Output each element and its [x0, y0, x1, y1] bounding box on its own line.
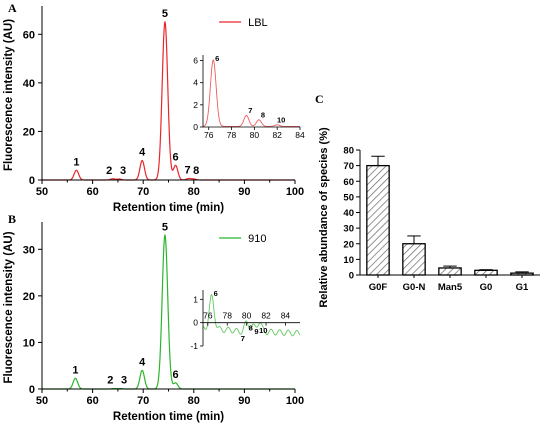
x-tick-label: 100: [286, 395, 304, 407]
y-tick-label: 20: [23, 291, 35, 303]
bar-G0-N: [402, 243, 426, 276]
bar-G0: [474, 269, 498, 276]
panel-label: B: [8, 212, 16, 226]
x-tick-label: 80: [188, 395, 200, 407]
panel-label: A: [8, 1, 17, 15]
bar-G1: [510, 272, 534, 276]
inset-y-tick-label: 1: [193, 294, 198, 304]
x-tick-label: 90: [238, 395, 250, 407]
peak-label-6: 6: [173, 151, 179, 163]
y-tick-label: 60: [343, 177, 354, 188]
x-tick-label: 70: [137, 395, 149, 407]
peak-label-2: 2: [106, 165, 112, 177]
y-tick-label: 0: [29, 175, 35, 187]
inset-x-tick-label: 78: [223, 311, 233, 321]
inset-y-tick-label: 4: [193, 78, 198, 88]
bar-G0F: [366, 164, 390, 276]
y-tick-label: 20: [343, 239, 354, 250]
y-tick-label: 40: [343, 208, 354, 219]
peak-label-3: 3: [120, 165, 126, 177]
inset-x-tick-label: 76: [204, 130, 214, 140]
inset-x-tick-label: 82: [272, 130, 282, 140]
inset-peak-label-10: 10: [259, 326, 267, 335]
y-tick-label: 10: [23, 337, 35, 349]
inset-a: 76 78 80 82 84 0 2 4 6 6 7 8 10: [193, 54, 305, 140]
peak-label-2: 2: [107, 375, 113, 387]
y-tick-label: 0: [29, 384, 35, 396]
x-tick-label: G0-N: [403, 282, 426, 293]
inset-x-tick-label: 82: [261, 311, 271, 321]
inset-y-tick-label: 0: [193, 122, 198, 132]
inset-x-tick-label: 80: [242, 311, 252, 321]
y-axis-label: Fluorescence intensity (AU): [3, 231, 15, 383]
x-axis-label: Retention time (min): [113, 202, 224, 214]
trace-910: [42, 233, 295, 390]
inset-y-tick-label: 0: [193, 318, 198, 328]
x-tick-label: G0F: [369, 282, 388, 293]
inset-peak-label-6: 6: [215, 54, 219, 63]
y-tick-label: 30: [343, 224, 354, 235]
x-tick-label: 60: [86, 395, 98, 407]
inset-x-tick-label: 76: [203, 311, 213, 321]
inset-peak-label-7: 7: [248, 106, 252, 115]
x-tick-label: Man5: [438, 282, 463, 293]
inset-x-tick-label: 78: [227, 130, 237, 140]
inset-y-tick-label: -1: [190, 341, 198, 351]
legend-label: 910: [248, 233, 266, 245]
y-tick-label: 10: [343, 255, 354, 266]
peak-label-3: 3: [121, 375, 127, 387]
peak-label-4: 4: [139, 147, 146, 159]
y-axis-label: Fluorescence intensity (AU): [3, 19, 15, 171]
peak-label-5: 5: [162, 221, 168, 233]
panel-label: C: [315, 92, 324, 106]
inset-y-tick-label: 6: [193, 56, 198, 66]
legend-label: LBL: [248, 17, 268, 29]
inset-peak-label-10: 10: [277, 115, 285, 124]
trace-LBL: [42, 20, 295, 181]
x-tick-label: 70: [137, 186, 149, 198]
y-axis-label: Relative abundance of species (%): [318, 127, 330, 308]
inset-x-tick-label: 80: [250, 130, 260, 140]
inset-x-tick-label: 84: [281, 311, 291, 321]
peak-label-5: 5: [162, 8, 168, 20]
y-tick-label: 30: [23, 244, 35, 256]
x-tick-label: 80: [188, 186, 200, 198]
inset-y-tick-label: 2: [193, 100, 198, 110]
y-tick-label: 80: [343, 146, 354, 157]
y-tick-label: 20: [23, 126, 35, 138]
y-tick-label: 70: [343, 161, 354, 172]
y-tick-label: 50: [343, 192, 354, 203]
bar-Man5: [438, 267, 462, 276]
x-tick-label: G0: [480, 282, 493, 293]
x-tick-label: 50: [36, 186, 48, 198]
peak-label-7: 7: [184, 164, 190, 176]
inset-peak-label-9: 9: [254, 327, 258, 336]
inset-trace: [202, 294, 301, 337]
peak-label-4: 4: [139, 356, 146, 368]
peak-label-8: 8: [193, 165, 199, 177]
peak-label-1: 1: [72, 364, 78, 376]
inset-peak-label-6: 6: [214, 289, 218, 298]
x-tick-label: 100: [286, 186, 304, 198]
panel-c: 0 10 20 30 40 50 60 70 80 G0F G0-N Man5 G0 G1 Relative…: [318, 127, 540, 308]
x-tick-label: 50: [36, 395, 48, 407]
inset-peak-label-7: 7: [241, 334, 245, 343]
inset-trace: [202, 59, 300, 127]
peak-label-1: 1: [73, 156, 79, 168]
y-tick-label: 40: [23, 78, 35, 90]
x-tick-label: G1: [516, 282, 529, 293]
x-axis-label: Retention time (min): [113, 411, 224, 423]
x-tick-label: 90: [238, 186, 250, 198]
x-tick-label: 60: [86, 186, 98, 198]
y-tick-label: 60: [23, 29, 35, 41]
y-tick-label: 0: [349, 271, 354, 282]
inset-x-tick-label: 84: [295, 130, 305, 140]
inset-peak-label-8: 8: [261, 110, 265, 119]
peak-label-6: 6: [173, 369, 179, 381]
inset-peak-label-8: 8: [249, 324, 253, 333]
